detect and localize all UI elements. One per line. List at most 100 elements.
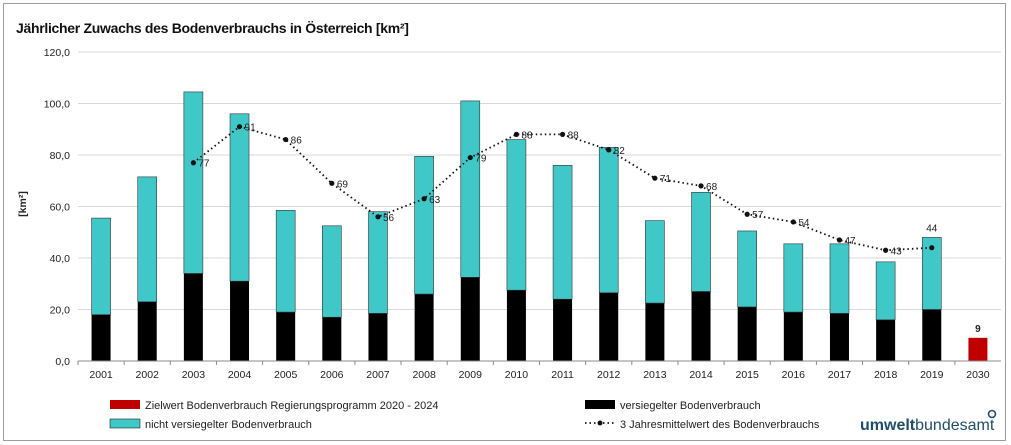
moving-average-label: 57 bbox=[752, 210, 764, 221]
moving-average-path bbox=[192, 125, 932, 252]
bar-top-label: 9 bbox=[975, 324, 981, 335]
moving-average-label: 54 bbox=[798, 218, 810, 229]
x-tick-label: 2009 bbox=[459, 369, 483, 381]
x-tick-label: 2011 bbox=[551, 369, 574, 381]
bar-sealed bbox=[322, 317, 342, 361]
moving-average-label: 68 bbox=[706, 182, 718, 193]
axes: 0,0 20,0 40,0 60,0 80,0 100,0 120,0 2001 2002 200… bbox=[44, 47, 1001, 381]
x-tick-label: 2004 bbox=[228, 369, 252, 381]
x-tick-label: 2003 bbox=[182, 369, 206, 381]
moving-average-marker bbox=[375, 214, 381, 220]
moving-average-marker bbox=[836, 237, 843, 243]
bar-sealed bbox=[506, 290, 526, 361]
bar-sealed bbox=[737, 306, 757, 361]
legend-swatch-unsealed bbox=[109, 418, 141, 429]
y-tick-label: 80,0 bbox=[50, 150, 71, 162]
x-tick-label: 2005 bbox=[274, 369, 298, 381]
svg-text:umweltbundesamt: umweltbundesamt bbox=[860, 417, 995, 434]
x-tick-label: 2016 bbox=[782, 369, 806, 381]
bar-sealed bbox=[183, 273, 203, 361]
bars bbox=[91, 91, 988, 361]
moving-average-label: 63 bbox=[429, 195, 441, 206]
moving-average-marker bbox=[190, 160, 196, 166]
legend-swatch-target bbox=[110, 400, 140, 409]
legend-swatch-sealed bbox=[585, 400, 615, 409]
moving-average-marker bbox=[559, 131, 566, 137]
grid-lines bbox=[78, 51, 1001, 310]
moving-average-label: 88 bbox=[568, 130, 580, 141]
bar-sealed bbox=[829, 313, 849, 361]
moving-average-marker bbox=[698, 183, 704, 189]
moving-average-marker bbox=[513, 131, 520, 137]
y-tick-label: 20,0 bbox=[50, 305, 71, 317]
y-tick-label: 100,0 bbox=[44, 99, 70, 111]
moving-average-label: 77 bbox=[198, 159, 210, 170]
bar-unsealed bbox=[460, 100, 481, 278]
bar-unsealed bbox=[506, 139, 527, 291]
bar-unsealed bbox=[921, 237, 942, 310]
legend-label-unsealed: nicht versiegelter Bodenverbrauch bbox=[145, 419, 312, 431]
moving-average-marker bbox=[283, 136, 289, 143]
x-tick-label: 2015 bbox=[735, 369, 759, 381]
bar-top-label: 44 bbox=[926, 223, 938, 234]
bar-unsealed bbox=[875, 261, 896, 321]
logo-ring-icon bbox=[987, 409, 997, 419]
y-tick-label: 60,0 bbox=[50, 202, 71, 214]
bar-sealed bbox=[691, 291, 711, 361]
bar-sealed bbox=[368, 313, 388, 361]
moving-average-label: 56 bbox=[383, 213, 395, 224]
moving-average-label: 43 bbox=[891, 246, 903, 257]
x-tick-label: 2019 bbox=[920, 369, 944, 381]
bar-sealed bbox=[645, 303, 665, 361]
x-tick-label: 2002 bbox=[136, 369, 160, 381]
bar-unsealed bbox=[322, 225, 342, 318]
bar-sealed bbox=[460, 277, 480, 361]
moving-average-label: 86 bbox=[291, 136, 303, 147]
bar-unsealed bbox=[737, 230, 757, 308]
chart-title: Jährlicher Zuwachs des Bodenverbrauchs i… bbox=[16, 20, 409, 36]
bar-sealed bbox=[137, 301, 157, 361]
bar-sealed bbox=[876, 319, 896, 361]
bar-unsealed bbox=[183, 91, 204, 274]
umweltbundesamt-logo: umweltbundesamt bbox=[860, 409, 997, 434]
bar-unsealed bbox=[645, 220, 665, 304]
bar-unsealed bbox=[552, 165, 573, 300]
legend-swatch-line-marker bbox=[597, 420, 603, 426]
bar-unsealed bbox=[229, 113, 250, 282]
moving-average-marker bbox=[467, 154, 473, 161]
x-tick-label: 2008 bbox=[412, 369, 436, 381]
moving-average-marker bbox=[606, 147, 612, 153]
bar-unsealed bbox=[137, 176, 158, 303]
bar-sealed bbox=[230, 281, 250, 361]
bar-unsealed bbox=[783, 243, 804, 313]
moving-average-label: 47 bbox=[844, 236, 856, 247]
moving-average-label: 69 bbox=[337, 179, 349, 190]
bar-unsealed bbox=[829, 243, 850, 314]
x-tick-label: 2010 bbox=[505, 369, 529, 381]
logo-text-bold: umwelt bbox=[860, 417, 916, 434]
moving-average-line: 77 91 86 69 56 63 79 88 88 82 71 68 57 54 47 43 44 9 bbox=[190, 123, 981, 335]
bar-unsealed bbox=[91, 217, 111, 315]
moving-average-marker bbox=[929, 245, 935, 251]
moving-average-label: 71 bbox=[660, 174, 672, 185]
moving-average-marker bbox=[329, 180, 335, 186]
bar-sealed bbox=[414, 294, 434, 361]
moving-average-label: 91 bbox=[245, 123, 257, 134]
moving-average-marker bbox=[883, 247, 889, 253]
bar-sealed bbox=[922, 309, 942, 361]
bar-sealed bbox=[783, 312, 803, 361]
bar-sealed bbox=[276, 312, 296, 361]
moving-average-label: 88 bbox=[521, 130, 533, 141]
moving-average-marker bbox=[236, 124, 243, 130]
legend-label-line: 3 Jahresmittelwert des Bodenverbrauchs bbox=[620, 419, 820, 431]
x-tick-label: 2014 bbox=[689, 369, 713, 381]
bar-unsealed bbox=[598, 146, 619, 294]
x-tick-label: 2012 bbox=[597, 369, 621, 381]
bar-unsealed bbox=[368, 211, 388, 314]
logo-text-regular: bundesamt bbox=[915, 417, 995, 434]
x-tick-label: 2018 bbox=[874, 369, 898, 381]
y-tick-label: 40,0 bbox=[50, 253, 71, 265]
bar-unsealed bbox=[275, 210, 296, 313]
moving-average-marker bbox=[790, 219, 796, 225]
